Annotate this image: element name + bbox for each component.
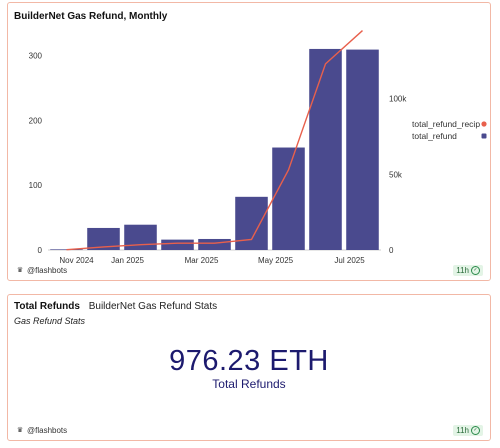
gas-refund-monthly-card: BuilderNet Gas Refund, Monthly 0 100 200 30…	[7, 2, 491, 281]
bar-2025-05	[272, 147, 305, 250]
author-name: @flashbots	[27, 426, 68, 435]
left-axis-tick-label: 100	[29, 181, 43, 190]
card-title: Total Refunds	[14, 301, 80, 312]
card-subtitle: BuilderNet Gas Refund Stats	[88, 301, 218, 312]
bar-2025-03	[198, 238, 231, 250]
bar-2024-12	[87, 227, 120, 250]
legend-label-total_refund_recip: total_refund_recip	[412, 119, 480, 129]
bar-2025-06	[309, 48, 342, 250]
user-avatar-icon: ♛	[16, 426, 24, 434]
check-circle-icon: ✓	[471, 426, 480, 435]
bar-2025-01	[124, 224, 157, 250]
left-axis-tick-label: 0	[38, 246, 43, 255]
legend-marker-total_refund_recip	[481, 121, 487, 127]
x-axis-tick-label: Mar 2025	[185, 256, 219, 265]
author-link[interactable]: ♛ @flashbots	[16, 426, 67, 435]
counter-label: Total Refunds	[212, 377, 286, 391]
bar-2025-02	[161, 239, 194, 250]
legend-label-total_refund: total_refund	[412, 131, 457, 141]
right-axis-tick-label: 50k	[389, 170, 403, 179]
left-axis-tick-label: 200	[29, 116, 43, 125]
counter-value: 976.23 ETH	[169, 345, 329, 377]
gas-refund-chart: 0 100 200 300 0 50k 100k Nov 2024 Jan 2025 Mar 20…	[29, 30, 487, 265]
legend-marker-total_refund	[481, 133, 487, 139]
refresh-age: 11h	[456, 266, 469, 275]
author-name: @flashbots	[27, 266, 68, 275]
x-axis-tick-label: Jul 2025	[334, 256, 365, 265]
left-axis-tick-label: 300	[29, 51, 43, 60]
total-refunds-card: Total Refunds BuilderNet Gas Refund Stat…	[7, 294, 491, 441]
x-axis-tick-label: May 2025	[258, 256, 294, 265]
bar-2025-04	[235, 196, 268, 250]
bar-2025-07	[346, 49, 379, 250]
right-axis-tick-label: 0	[389, 246, 394, 255]
author-link[interactable]: ♛ @flashbots	[16, 266, 67, 275]
card-header: Total Refunds BuilderNet Gas Refund Stat…	[14, 301, 217, 312]
chart-title: BuilderNet Gas Refund, Monthly	[14, 11, 168, 22]
user-avatar-icon: ♛	[16, 266, 24, 274]
x-axis-tick-label: Jan 2025	[111, 256, 144, 265]
refresh-age: 11h	[456, 426, 469, 435]
refresh-status-badge[interactable]: 11h ✓	[453, 425, 483, 436]
x-axis-tick-label: Nov 2024	[59, 256, 94, 265]
check-circle-icon: ✓	[471, 266, 480, 275]
line-series-total-refund-recip	[66, 30, 363, 251]
right-axis-tick-label: 100k	[389, 95, 407, 104]
refresh-status-badge[interactable]: 11h ✓	[453, 265, 483, 276]
chart-name: Gas Refund Stats	[14, 316, 86, 326]
